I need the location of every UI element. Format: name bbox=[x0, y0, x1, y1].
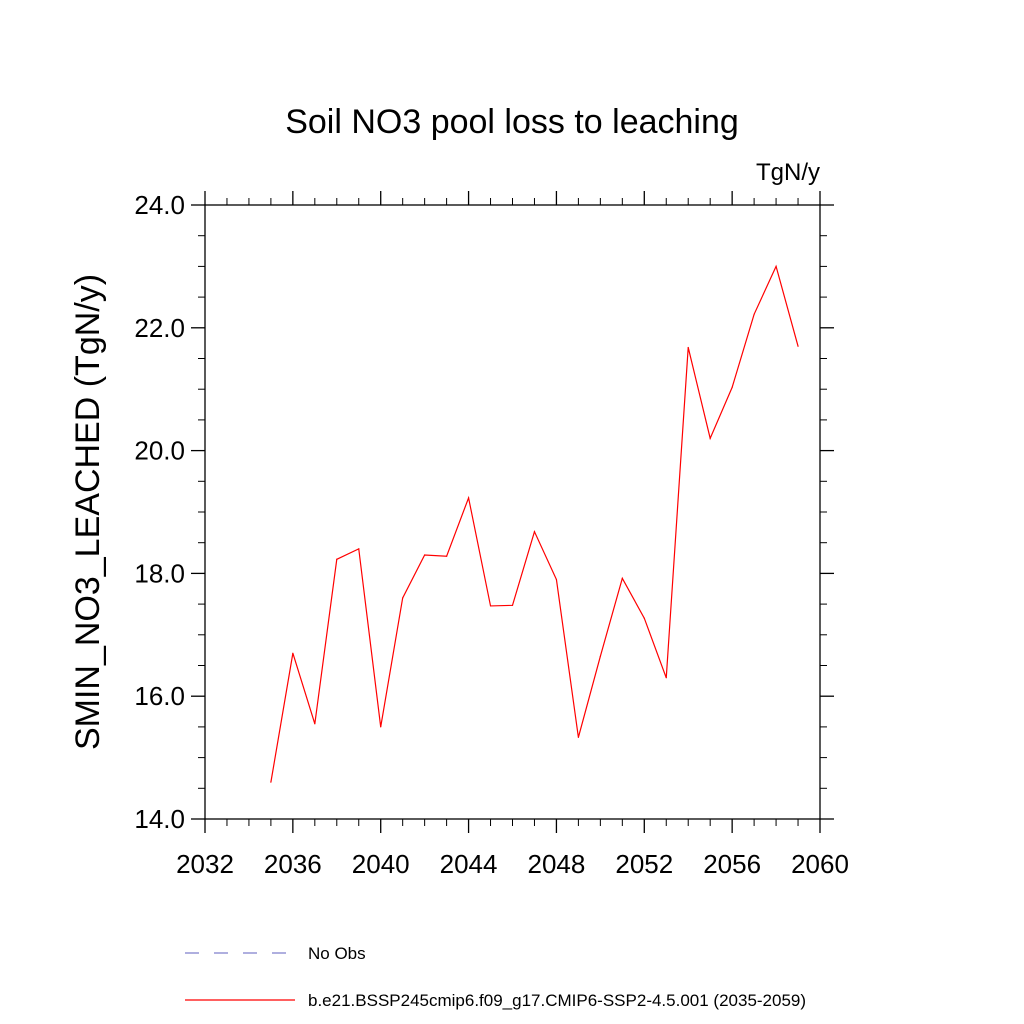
data-point bbox=[709, 437, 711, 439]
plot-frame bbox=[204, 204, 821, 820]
data-point bbox=[424, 554, 426, 556]
data-point bbox=[775, 265, 777, 267]
data-point bbox=[797, 345, 799, 347]
series-line bbox=[270, 264, 799, 783]
x-tick-label: 2040 bbox=[352, 849, 410, 879]
data-point bbox=[292, 652, 294, 654]
data-point bbox=[336, 558, 338, 560]
data-point bbox=[314, 723, 316, 725]
y-tick-label: 14.0 bbox=[134, 804, 185, 834]
y-tick-label: 22.0 bbox=[134, 313, 185, 343]
x-tick-label: 2060 bbox=[791, 849, 849, 879]
data-point bbox=[731, 386, 733, 388]
data-point bbox=[599, 655, 601, 657]
axis-ticks: 2032 2036 2040 2044 2048 2052 2056 2060 14.0 16.0… bbox=[134, 190, 849, 879]
y-tick-label: 18.0 bbox=[134, 558, 185, 588]
data-point bbox=[446, 555, 448, 557]
x-tick-label: 2032 bbox=[176, 849, 234, 879]
x-tick-label: 2048 bbox=[528, 849, 586, 879]
data-point bbox=[621, 577, 623, 579]
data-point bbox=[555, 578, 558, 581]
y-tick-label: 20.0 bbox=[134, 436, 185, 466]
data-point bbox=[577, 736, 579, 738]
data-point bbox=[665, 677, 667, 679]
data-point bbox=[687, 346, 689, 349]
data-point bbox=[380, 726, 382, 728]
data-point bbox=[643, 617, 645, 619]
data-point bbox=[489, 605, 492, 607]
x-tick-label: 2052 bbox=[615, 849, 673, 879]
units-label: TgN/y bbox=[756, 159, 820, 186]
data-point bbox=[467, 497, 470, 499]
x-tick-label: 2056 bbox=[703, 849, 761, 879]
data-point bbox=[402, 597, 404, 599]
legend-label-no-obs: No Obs bbox=[308, 944, 366, 963]
x-tick-label: 2036 bbox=[264, 849, 322, 879]
data-point bbox=[270, 781, 272, 783]
x-tick-label: 2044 bbox=[440, 849, 498, 879]
data-point bbox=[753, 313, 755, 315]
y-axis-label: SMIN_NO3_LEACHED (TgN/y) bbox=[69, 274, 107, 750]
legend-label-model-run: b.e21.BSSP245cmip6.f09_g17.CMIP6-SSP2-4.… bbox=[308, 991, 806, 1010]
data-point bbox=[358, 548, 360, 550]
y-tick-label: 16.0 bbox=[134, 681, 185, 711]
chart-title: Soil NO3 pool loss to leaching bbox=[285, 103, 739, 141]
data-point bbox=[511, 604, 514, 606]
data-point bbox=[533, 531, 536, 533]
series-layer bbox=[270, 264, 799, 783]
y-tick-label: 24.0 bbox=[134, 190, 185, 220]
